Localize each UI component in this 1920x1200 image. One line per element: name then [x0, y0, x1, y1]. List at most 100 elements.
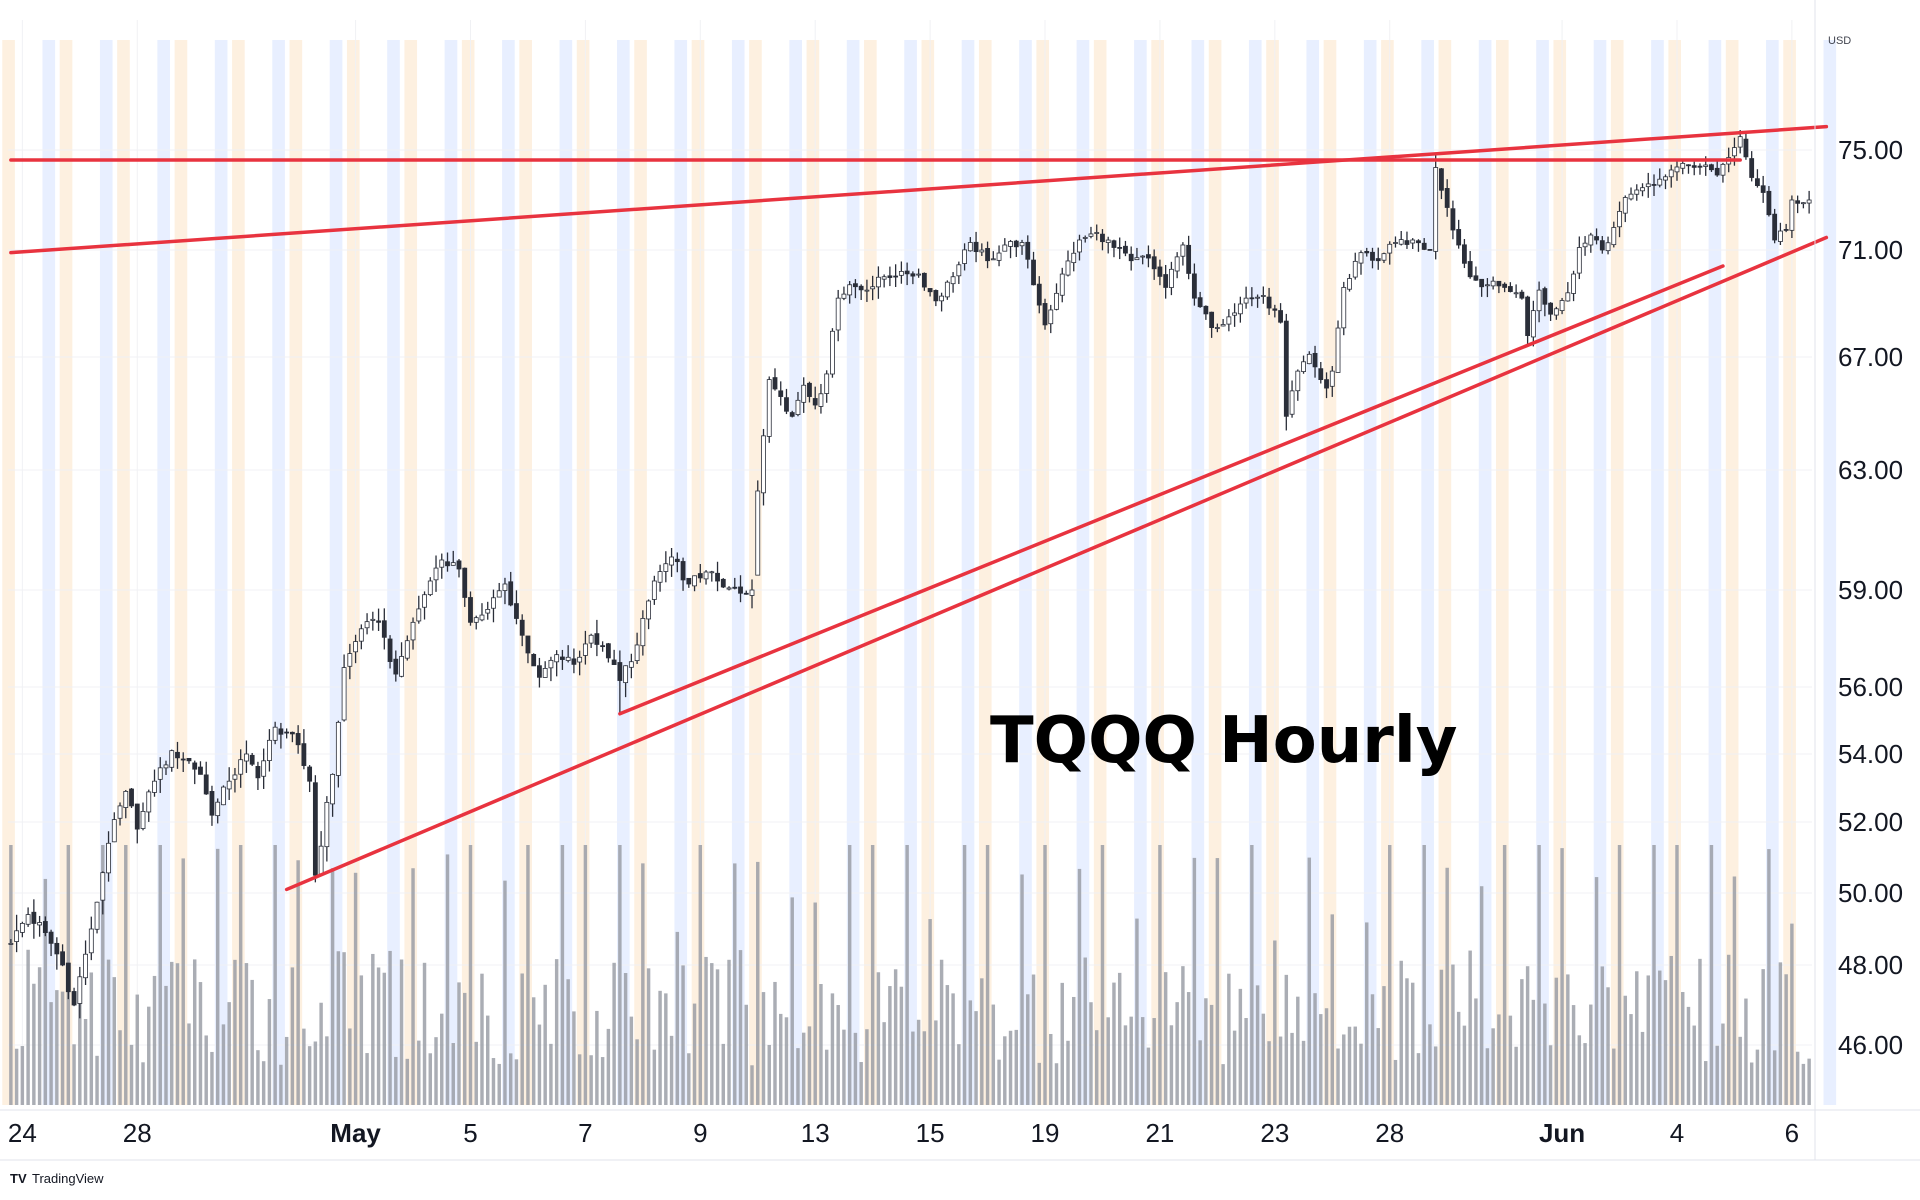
upper-rising-line[interactable]	[9, 124, 1829, 255]
volume-bar	[761, 992, 766, 1105]
candle	[1220, 318, 1226, 327]
volume-bar	[307, 1046, 312, 1105]
candle	[1358, 250, 1364, 275]
candle	[100, 871, 106, 915]
candle	[617, 650, 623, 714]
candle	[1663, 174, 1668, 190]
volume-bar	[1186, 992, 1191, 1105]
afterhours-shade	[904, 40, 917, 1105]
volume-bar	[187, 1023, 191, 1105]
candle	[692, 575, 697, 592]
volume-bar	[744, 1004, 748, 1105]
volume-bar	[1244, 1018, 1248, 1105]
time-tick-label: 13	[801, 1118, 830, 1148]
candle	[887, 266, 893, 287]
candle	[1645, 172, 1651, 198]
candle	[1117, 237, 1123, 260]
volume-bar	[1594, 877, 1599, 1105]
afterhours-shade	[444, 40, 458, 1105]
candle	[927, 288, 933, 297]
volume-bar	[893, 969, 898, 1105]
time-tick-label: 24	[8, 1118, 37, 1148]
candle	[1496, 280, 1502, 294]
volume-bars	[9, 845, 1811, 1105]
candle	[1674, 158, 1680, 181]
volume-bar	[675, 931, 680, 1105]
volume-bar	[911, 1031, 915, 1105]
candle	[1318, 361, 1324, 384]
afterhours-shade	[731, 40, 745, 1105]
candle	[1370, 247, 1375, 269]
candle	[370, 611, 376, 631]
candle	[1134, 247, 1140, 261]
candle	[1479, 278, 1485, 297]
volume-bar	[1726, 954, 1731, 1105]
candle	[1278, 303, 1283, 324]
volume-bar	[106, 959, 111, 1105]
volume-bar	[1635, 971, 1639, 1105]
volume-bar	[1388, 845, 1392, 1105]
candle	[1243, 286, 1249, 309]
volume-bar	[330, 868, 335, 1105]
candle	[732, 577, 738, 590]
volume-bar	[503, 880, 507, 1105]
candle	[755, 480, 761, 576]
volume-bar	[962, 845, 967, 1105]
volume-bar	[210, 1051, 214, 1105]
candle	[180, 752, 186, 773]
volume-bar	[1037, 1062, 1041, 1105]
time-tick-label: 28	[1375, 1118, 1404, 1148]
candle	[1800, 202, 1806, 209]
volume-bar	[1376, 1028, 1380, 1105]
candle	[1209, 311, 1215, 338]
candle	[456, 559, 462, 578]
candle	[674, 552, 680, 573]
volume-bar	[669, 1035, 674, 1105]
volume-bar	[715, 969, 720, 1105]
candle	[129, 788, 134, 809]
volume-bar	[1520, 979, 1524, 1105]
time-axis[interactable]: 24 28 May 5 7 9 13 15 19 21 23 28 Jun 4 6	[8, 1118, 1799, 1148]
volume-bar	[198, 982, 203, 1105]
lower-support-line[interactable]	[284, 235, 1829, 892]
candle	[1237, 296, 1243, 323]
candle	[1691, 161, 1697, 176]
afterhours-shade	[329, 40, 343, 1105]
candle	[1393, 236, 1398, 248]
candle	[807, 381, 812, 403]
candle	[1657, 168, 1663, 188]
volume-bar	[554, 959, 559, 1105]
volume-bar	[721, 1043, 726, 1105]
premarket-shade	[1725, 40, 1739, 1105]
candle	[289, 731, 295, 743]
candle	[376, 608, 381, 631]
volume-bar	[1807, 1058, 1811, 1105]
candle	[858, 284, 864, 301]
candle	[1214, 323, 1220, 333]
price-axis[interactable]: 75.00 71.00 67.00 63.00 59.00 56.00 54.00 52.00…	[1838, 135, 1903, 1060]
volume-bar	[181, 858, 185, 1105]
candle	[623, 665, 629, 698]
candle	[335, 720, 341, 788]
volume-bar	[1336, 1048, 1340, 1105]
candle	[1772, 208, 1778, 244]
candle	[1387, 241, 1393, 265]
candle	[1329, 366, 1335, 397]
candle	[657, 564, 663, 592]
candle	[841, 286, 847, 301]
premarket-shade	[1381, 40, 1394, 1105]
volume-bar	[1543, 1003, 1547, 1105]
candle	[439, 553, 445, 579]
volume-bar	[974, 1011, 978, 1105]
candle	[1433, 155, 1439, 260]
candle	[1467, 251, 1473, 279]
volume-bar	[1416, 1053, 1421, 1105]
candle	[893, 264, 899, 288]
candle	[387, 635, 393, 669]
volume-bar	[1393, 1059, 1398, 1105]
candle	[818, 383, 824, 414]
candle	[1094, 224, 1100, 241]
inner-support-line[interactable]	[618, 264, 1725, 716]
candle	[71, 987, 77, 1007]
